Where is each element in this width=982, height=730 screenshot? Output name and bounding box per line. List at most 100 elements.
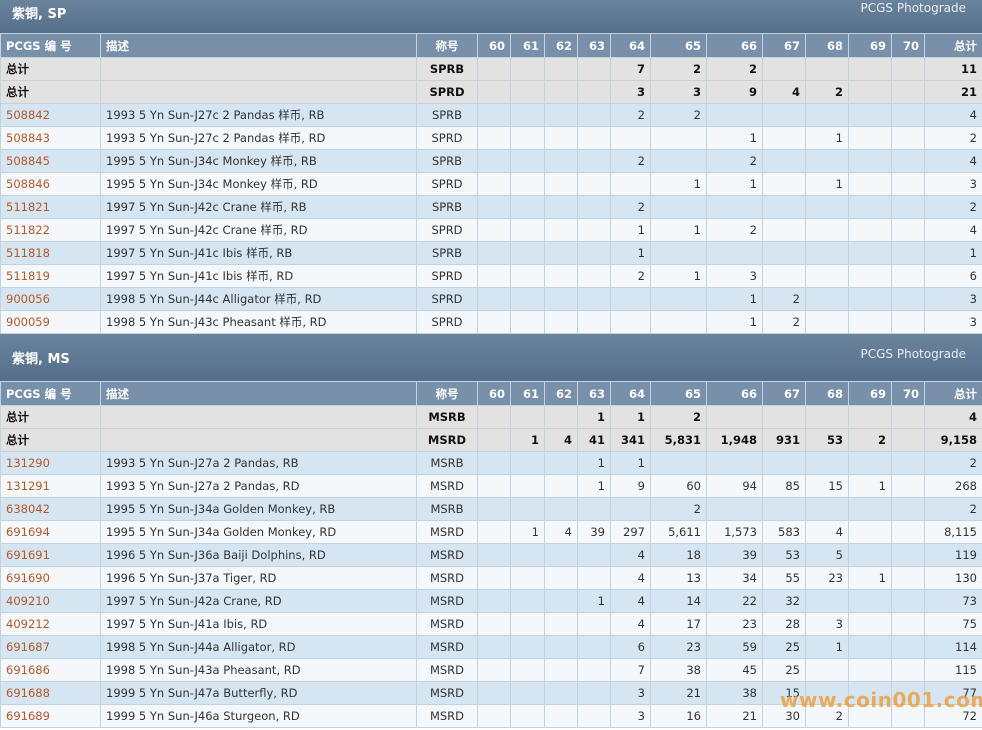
data-row: 638042 1995 5 Yn Sun-J34a Golden Monkey, … bbox=[0, 497, 982, 521]
cell: 1 bbox=[510, 428, 545, 452]
cell bbox=[510, 566, 545, 590]
cell bbox=[477, 287, 511, 311]
pcgs-number[interactable]: 691691 bbox=[0, 543, 101, 567]
cell bbox=[510, 405, 545, 429]
pcgs-number[interactable]: 691686 bbox=[0, 658, 101, 682]
cell bbox=[577, 57, 611, 81]
pcgs-number[interactable]: 508845 bbox=[0, 149, 101, 173]
cell: MSRD bbox=[416, 589, 478, 613]
cell bbox=[577, 195, 611, 219]
pcgs-number[interactable]: 691687 bbox=[0, 635, 101, 659]
pcgs-number[interactable]: 409210 bbox=[0, 589, 101, 613]
data-row: 691686 1998 5 Yn Sun-J43a Pheasant, RD MSR… bbox=[0, 658, 982, 682]
pcgs-number[interactable]: 511822 bbox=[0, 218, 101, 242]
data-row: 511821 1997 5 Yn Sun-J42c Crane 样币, RB SPR… bbox=[0, 195, 982, 219]
cell: 341 bbox=[610, 428, 651, 452]
cell bbox=[848, 497, 892, 521]
data-row: 691688 1999 5 Yn Sun-J47a Butterfly, RD MS… bbox=[0, 681, 982, 705]
pcgs-number[interactable]: 511818 bbox=[0, 241, 101, 265]
cell: 2 bbox=[650, 497, 707, 521]
cell bbox=[477, 681, 511, 705]
column-header: 68 bbox=[805, 33, 849, 58]
cell bbox=[510, 589, 545, 613]
cell: SPRD bbox=[416, 218, 478, 242]
cell bbox=[805, 149, 849, 173]
cell bbox=[544, 57, 578, 81]
cell: 8,115 bbox=[924, 520, 982, 544]
cell: 1 bbox=[610, 218, 651, 242]
cell bbox=[477, 543, 511, 567]
pcgs-number[interactable]: 508843 bbox=[0, 126, 101, 150]
pcgs-number[interactable]: 691694 bbox=[0, 520, 101, 544]
pcgs-number[interactable]: 409212 bbox=[0, 612, 101, 636]
cell: 1996 5 Yn Sun-J37a Tiger, RD bbox=[100, 566, 417, 590]
cell: 3 bbox=[924, 310, 982, 334]
cell bbox=[891, 612, 925, 636]
cell: 1 bbox=[577, 451, 611, 475]
cell: 1 bbox=[650, 218, 707, 242]
cell: 2 bbox=[924, 497, 982, 521]
cell bbox=[510, 264, 545, 288]
cell: 4 bbox=[610, 543, 651, 567]
cell: 2 bbox=[650, 103, 707, 127]
pcgs-number[interactable]: 511819 bbox=[0, 264, 101, 288]
cell bbox=[577, 241, 611, 265]
cell: 1 bbox=[650, 264, 707, 288]
cell bbox=[577, 543, 611, 567]
pcgs-number[interactable]: 131291 bbox=[0, 474, 101, 498]
cell: 1 bbox=[610, 451, 651, 475]
cell bbox=[848, 264, 892, 288]
pcgs-number[interactable]: 691688 bbox=[0, 681, 101, 705]
cell bbox=[805, 103, 849, 127]
cell bbox=[544, 658, 578, 682]
cell: 4 bbox=[924, 103, 982, 127]
cell bbox=[510, 80, 545, 104]
cell bbox=[891, 497, 925, 521]
cell bbox=[544, 635, 578, 659]
cell bbox=[805, 497, 849, 521]
pcgs-number[interactable]: 511821 bbox=[0, 195, 101, 219]
cell bbox=[577, 287, 611, 311]
cell bbox=[805, 681, 849, 705]
cell bbox=[510, 612, 545, 636]
data-table: PCGS 编 号描述 称号 60 61 62 63 64 65 66 67 68 69 70 总计 总计 MS… bbox=[0, 381, 982, 728]
cell bbox=[805, 264, 849, 288]
cell: 3 bbox=[805, 612, 849, 636]
cell: 6 bbox=[924, 264, 982, 288]
photograde-link[interactable]: PCGS Photograde bbox=[860, 347, 966, 361]
column-header: 69 bbox=[848, 33, 892, 58]
cell: 1 bbox=[924, 241, 982, 265]
cell bbox=[805, 658, 849, 682]
cell: 1,573 bbox=[706, 520, 763, 544]
pcgs-number[interactable]: 691690 bbox=[0, 566, 101, 590]
cell: 38 bbox=[650, 658, 707, 682]
cell: 1 bbox=[610, 405, 651, 429]
cell: 2 bbox=[762, 310, 806, 334]
photograde-link[interactable]: PCGS Photograde bbox=[860, 1, 966, 15]
cell bbox=[891, 589, 925, 613]
data-row: 511818 1997 5 Yn Sun-J41c Ibis 样币, RB SPRB… bbox=[0, 241, 982, 265]
cell: 2 bbox=[924, 451, 982, 475]
cell bbox=[891, 428, 925, 452]
cell: 总计 bbox=[0, 428, 101, 452]
cell bbox=[891, 264, 925, 288]
column-header: 61 bbox=[510, 381, 545, 406]
cell: 1997 5 Yn Sun-J41c Ibis 样币, RD bbox=[100, 264, 417, 288]
cell bbox=[477, 589, 511, 613]
column-header: 63 bbox=[577, 33, 611, 58]
pcgs-number[interactable]: 691689 bbox=[0, 704, 101, 728]
column-header: 65 bbox=[650, 33, 707, 58]
pcgs-number[interactable]: 638042 bbox=[0, 497, 101, 521]
cell bbox=[477, 241, 511, 265]
cell bbox=[544, 310, 578, 334]
cell bbox=[577, 172, 611, 196]
cell bbox=[848, 80, 892, 104]
pcgs-number[interactable]: 508842 bbox=[0, 103, 101, 127]
pcgs-number[interactable]: 131290 bbox=[0, 451, 101, 475]
cell bbox=[848, 195, 892, 219]
pcgs-number[interactable]: 900056 bbox=[0, 287, 101, 311]
cell bbox=[891, 126, 925, 150]
cell: 9,158 bbox=[924, 428, 982, 452]
pcgs-number[interactable]: 508846 bbox=[0, 172, 101, 196]
pcgs-number[interactable]: 900059 bbox=[0, 310, 101, 334]
